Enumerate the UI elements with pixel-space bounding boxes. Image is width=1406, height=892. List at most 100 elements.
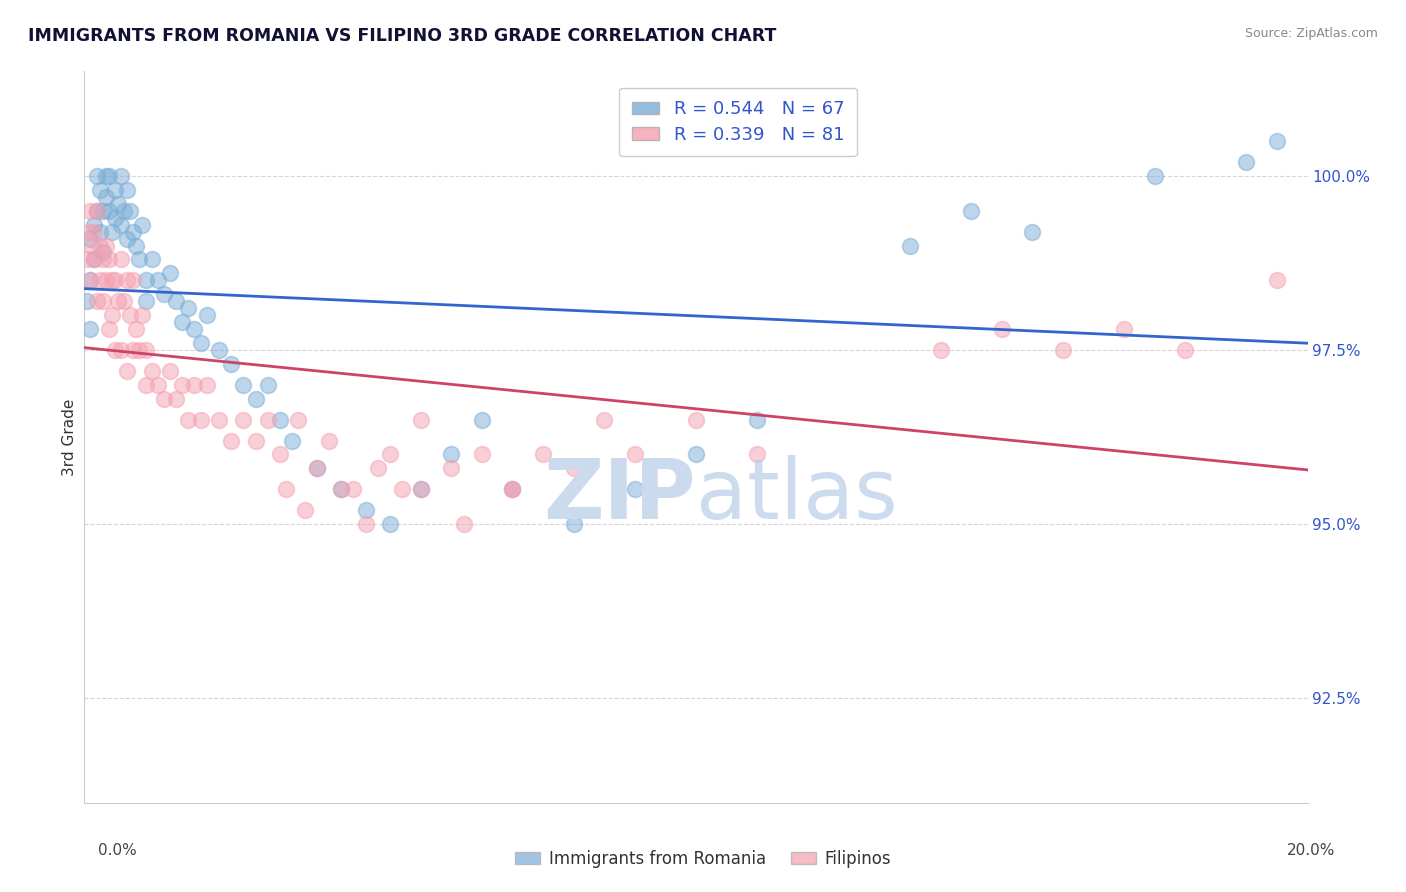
Point — [1052, 343, 1074, 357]
Point — [991, 322, 1014, 336]
Point — [86, 169, 108, 183]
Point — [94, 273, 117, 287]
Point — [453, 517, 475, 532]
Point — [112, 294, 135, 309]
Point — [83, 252, 105, 267]
Point — [391, 483, 413, 497]
Point — [131, 218, 153, 232]
Text: atlas: atlas — [696, 455, 897, 536]
Point — [122, 225, 145, 239]
Point — [183, 377, 205, 392]
Point — [125, 322, 148, 336]
Point — [79, 203, 101, 218]
Point — [104, 183, 127, 197]
Point — [354, 503, 377, 517]
Point — [153, 287, 176, 301]
Point — [531, 448, 554, 462]
Point — [269, 448, 291, 462]
Point — [79, 273, 101, 287]
Point — [183, 322, 205, 336]
Point — [330, 483, 353, 497]
Point — [232, 377, 254, 392]
Point — [562, 517, 585, 532]
Point — [135, 273, 157, 287]
Point — [115, 231, 138, 245]
Point — [146, 273, 169, 287]
Point — [89, 273, 111, 287]
Point — [141, 252, 163, 267]
Point — [219, 434, 242, 448]
Point — [104, 343, 127, 357]
Point — [208, 343, 231, 357]
Text: IMMIGRANTS FROM ROMANIA VS FILIPINO 3RD GRADE CORRELATION CHART: IMMIGRANTS FROM ROMANIA VS FILIPINO 3RD … — [28, 27, 776, 45]
Point — [624, 448, 647, 462]
Point — [354, 517, 377, 532]
Point — [153, 392, 176, 406]
Point — [89, 238, 111, 252]
Point — [1143, 169, 1166, 183]
Point — [107, 196, 129, 211]
Point — [1265, 273, 1288, 287]
Text: 0.0%: 0.0% — [98, 843, 138, 858]
Point — [502, 483, 524, 497]
Point — [305, 461, 328, 475]
Point — [471, 412, 494, 426]
Point — [269, 412, 291, 426]
Point — [287, 412, 309, 426]
Point — [101, 225, 124, 239]
Point — [115, 183, 138, 197]
Point — [83, 252, 105, 267]
Point — [562, 461, 585, 475]
Point — [122, 343, 145, 357]
Point — [91, 294, 114, 309]
Text: Source: ZipAtlas.com: Source: ZipAtlas.com — [1244, 27, 1378, 40]
Point — [83, 225, 105, 239]
Point — [76, 252, 98, 267]
Point — [330, 483, 353, 497]
Point — [122, 273, 145, 287]
Point — [128, 252, 150, 267]
Point — [107, 294, 129, 309]
Legend: R = 0.544   N = 67, R = 0.339   N = 81: R = 0.544 N = 67, R = 0.339 N = 81 — [620, 87, 856, 156]
Point — [86, 203, 108, 218]
Point — [91, 203, 114, 218]
Point — [104, 211, 127, 225]
Text: 20.0%: 20.0% — [1288, 843, 1336, 858]
Point — [120, 203, 142, 218]
Legend: Immigrants from Romania, Filipinos: Immigrants from Romania, Filipinos — [509, 844, 897, 875]
Point — [502, 483, 524, 497]
Point — [1265, 134, 1288, 148]
Point — [83, 218, 105, 232]
Point — [318, 434, 340, 448]
Point — [128, 343, 150, 357]
Point — [97, 203, 120, 218]
Point — [898, 238, 921, 252]
Text: ZIP: ZIP — [544, 455, 696, 536]
Point — [165, 392, 187, 406]
Point — [76, 294, 98, 309]
Point — [135, 343, 157, 357]
Point — [929, 343, 952, 357]
Point — [104, 273, 127, 287]
Point — [91, 245, 114, 260]
Point — [131, 308, 153, 322]
Point — [86, 294, 108, 309]
Point — [177, 412, 200, 426]
Point — [77, 225, 100, 239]
Point — [110, 169, 132, 183]
Point — [146, 377, 169, 392]
Point — [471, 448, 494, 462]
Point — [80, 238, 103, 252]
Point — [177, 301, 200, 316]
Point — [409, 483, 432, 497]
Point — [135, 377, 157, 392]
Point — [195, 308, 218, 322]
Point — [208, 412, 231, 426]
Point — [1236, 155, 1258, 169]
Point — [159, 266, 181, 280]
Point — [112, 203, 135, 218]
Point — [110, 343, 132, 357]
Point — [232, 412, 254, 426]
Point — [747, 448, 769, 462]
Point — [960, 203, 983, 218]
